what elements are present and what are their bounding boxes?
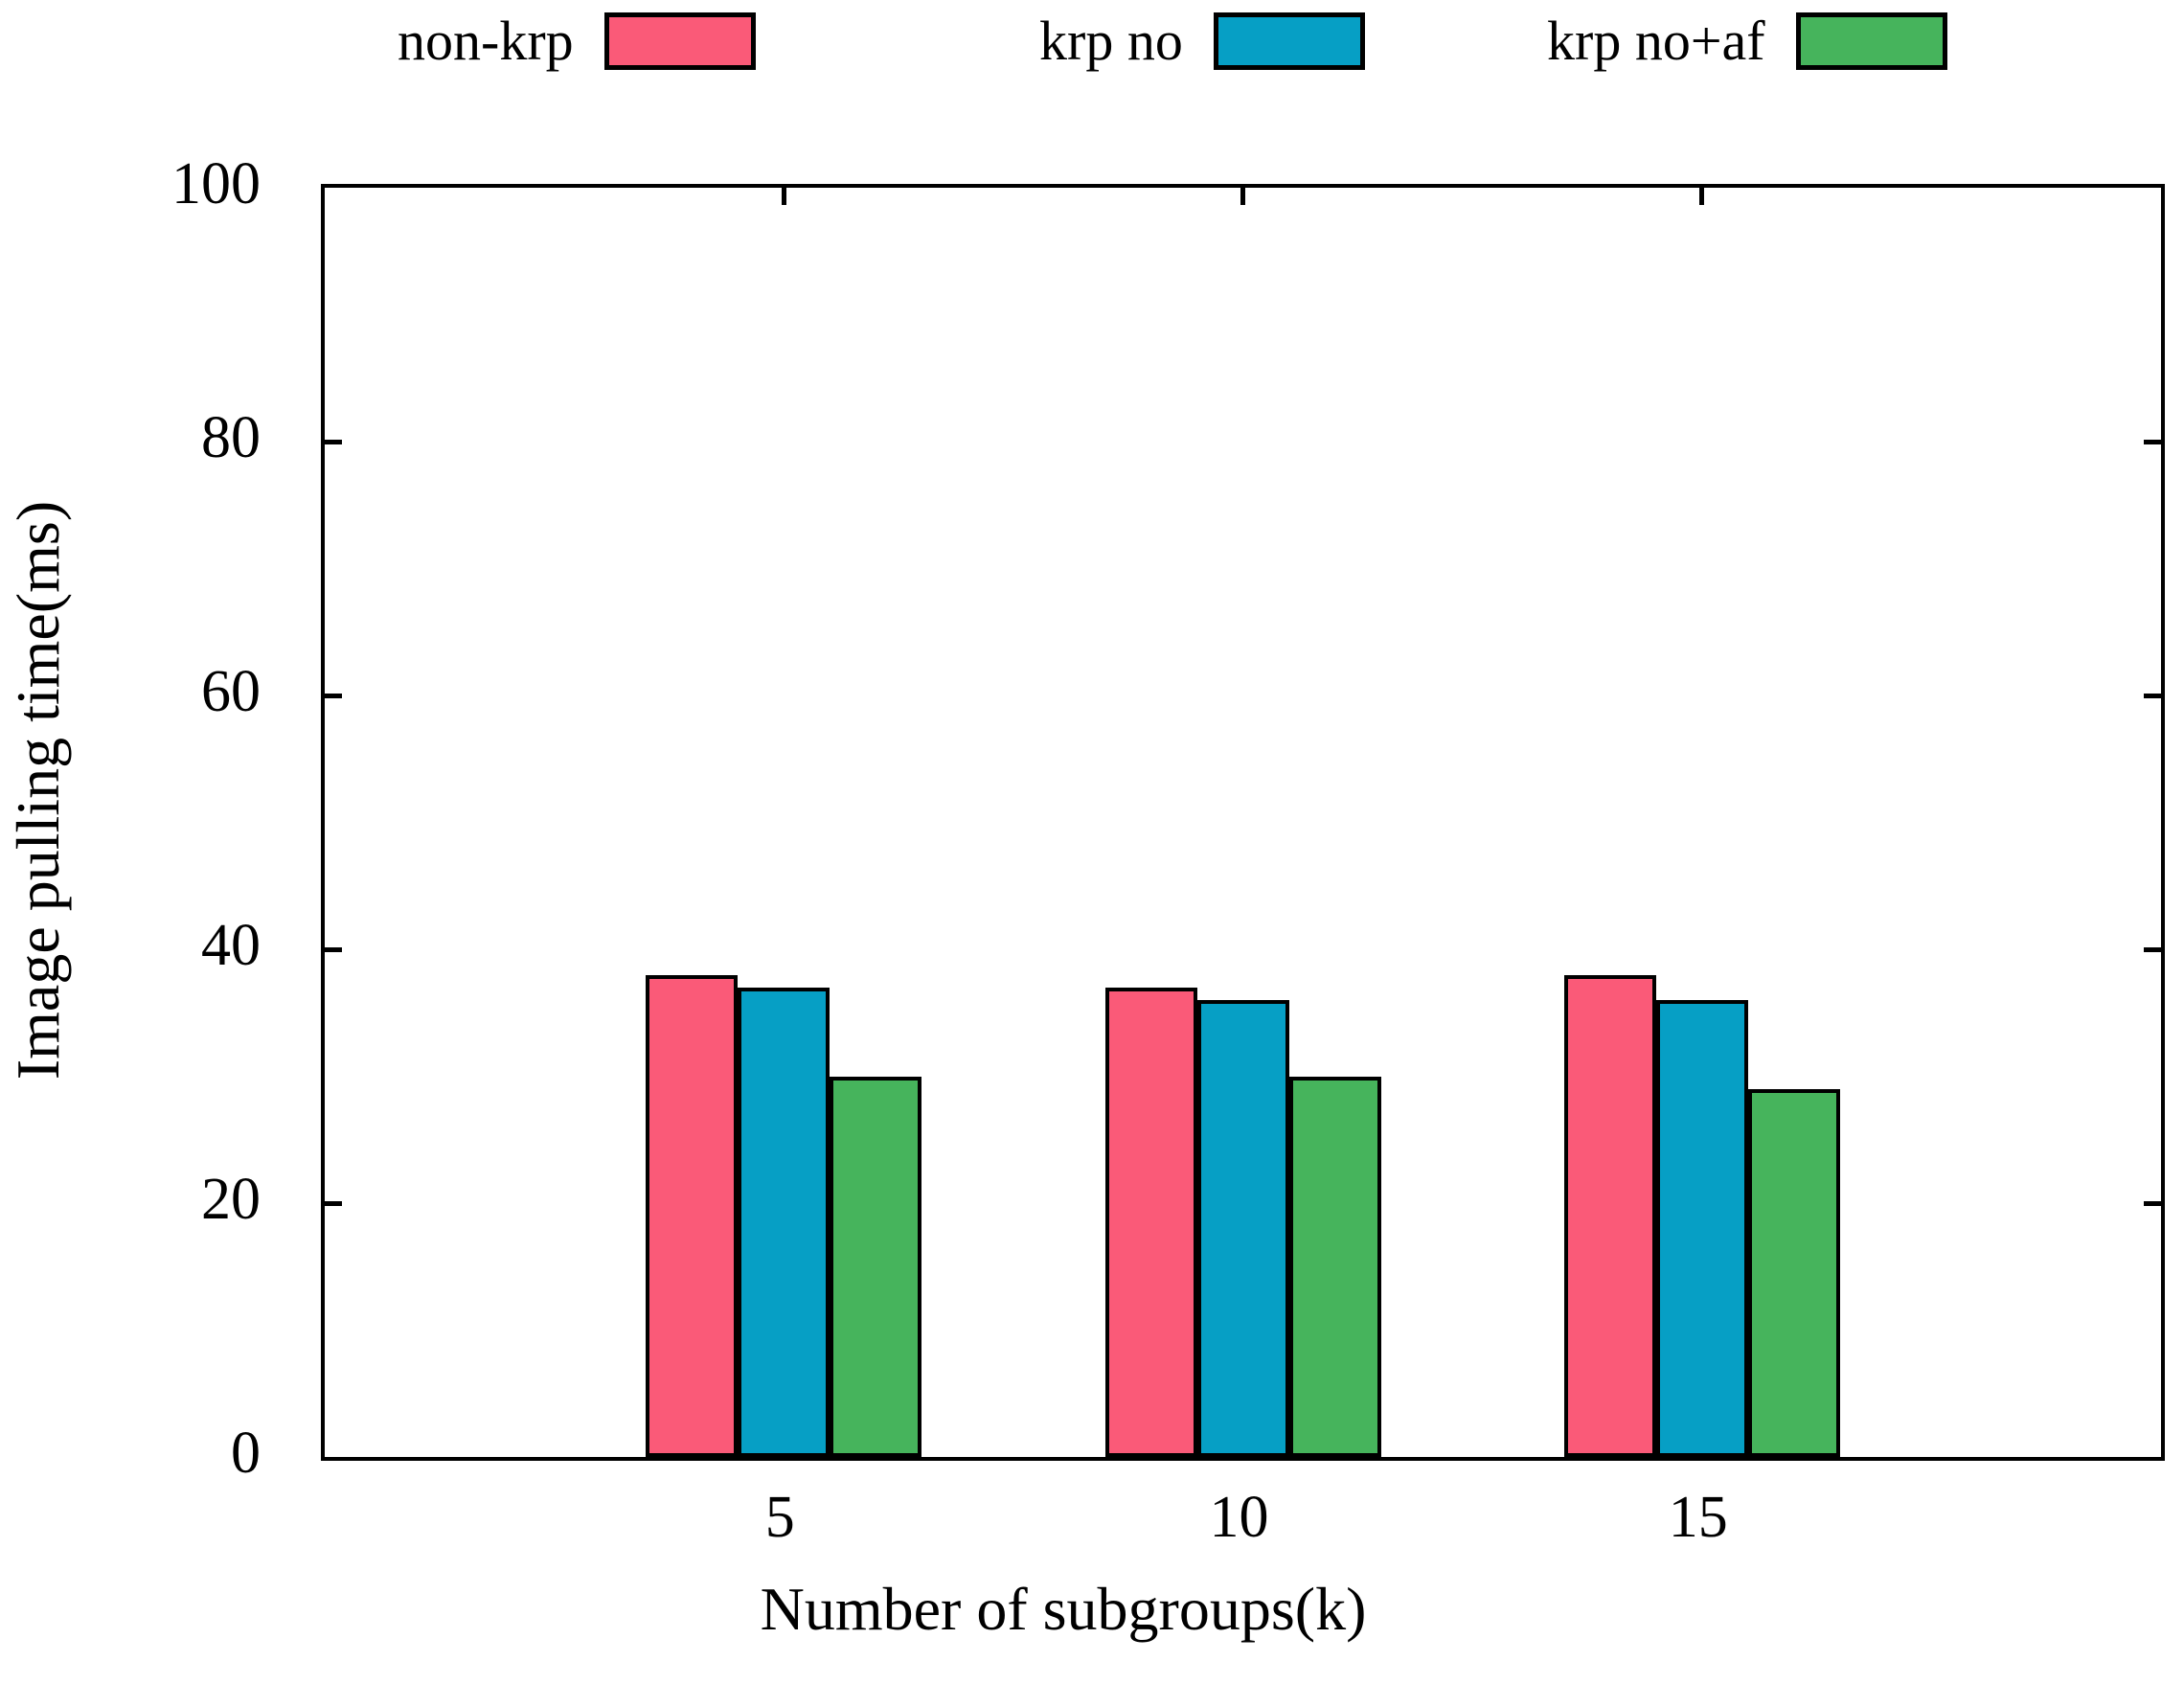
- legend-label: krp no: [1039, 10, 1183, 72]
- legend-label: non-krp: [398, 10, 574, 72]
- legend-label: krp no+af: [1547, 10, 1765, 72]
- x-tick-label: 15: [1668, 1485, 1728, 1550]
- bar-non-krp: [646, 974, 739, 1457]
- y-tick-label: 20: [201, 1167, 261, 1232]
- bar-krp-no: [1655, 1000, 1748, 1457]
- legend-item-non-krp: non-krp: [398, 8, 756, 75]
- bar-krp-no-af: [1747, 1088, 1840, 1457]
- y-tick-mark: [2144, 946, 2161, 952]
- y-tick-mark: [2144, 1200, 2161, 1206]
- legend-swatch: [1795, 12, 1947, 70]
- bar-non-krp: [1104, 987, 1197, 1457]
- bar-krp-no: [738, 987, 830, 1457]
- y-tick-label: 80: [201, 405, 261, 470]
- y-tick-label: 60: [201, 659, 261, 724]
- x-axis-title: Number of subgroups(k): [760, 1575, 1367, 1643]
- y-tick-mark: [325, 439, 342, 444]
- legend-swatch: [603, 12, 756, 70]
- y-tick-mark: [325, 1200, 342, 1206]
- x-tick-mark: [1699, 188, 1705, 205]
- bar-krp-no-af: [1288, 1076, 1381, 1457]
- y-axis-title: Image pulling time(ms): [4, 500, 72, 1081]
- y-tick-mark: [2144, 693, 2161, 698]
- legend-item-krp-no: krp no: [1039, 8, 1365, 75]
- y-tick-mark: [2144, 439, 2161, 444]
- y-tick-label: 40: [201, 913, 261, 978]
- y-tick-label: 0: [231, 1421, 261, 1486]
- bar-krp-no-af: [830, 1076, 922, 1457]
- legend-swatch: [1213, 12, 1365, 70]
- y-tick-label: 100: [171, 151, 261, 216]
- x-tick-mark: [781, 188, 786, 205]
- plot-area: [321, 184, 2165, 1461]
- legend-item-krp-no-af: krp no+af: [1547, 8, 1947, 75]
- x-tick-mark: [1240, 188, 1245, 205]
- y-tick-mark: [325, 693, 342, 698]
- bar-non-krp: [1563, 974, 1656, 1457]
- bar-krp-no: [1196, 1000, 1289, 1457]
- x-tick-label: 5: [764, 1485, 795, 1550]
- legend: non-krp krp no krp no+af: [0, 8, 2184, 84]
- x-tick-label: 10: [1209, 1485, 1269, 1550]
- y-tick-mark: [325, 946, 342, 952]
